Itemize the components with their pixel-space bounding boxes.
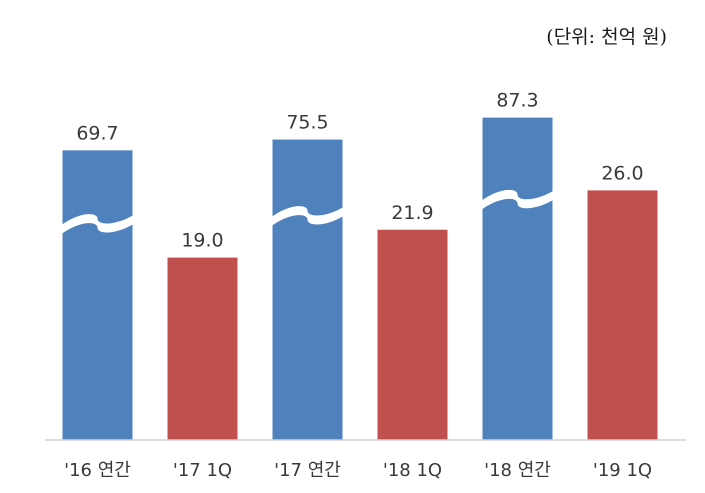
category-label-6: '19 1Q xyxy=(593,460,652,481)
category-label-5: '18 연간 xyxy=(484,460,551,481)
category-label-1: '16 연간 xyxy=(64,460,131,481)
data-label-6: 26.0 xyxy=(601,162,643,184)
data-label-5: 87.3 xyxy=(496,90,538,112)
axis-break-mark-3 xyxy=(270,206,345,227)
unit-label: (단위: 천억 원) xyxy=(546,26,667,48)
bar-5 xyxy=(482,117,553,440)
category-label-3: '17 연간 xyxy=(274,460,341,481)
bar-1 xyxy=(62,150,133,440)
category-label-2: '17 1Q xyxy=(173,460,232,481)
bar-3 xyxy=(272,139,343,440)
bar-4 xyxy=(377,229,448,440)
bar-6 xyxy=(587,190,658,440)
data-label-1: 69.7 xyxy=(76,122,118,144)
data-label-3: 75.5 xyxy=(286,112,328,134)
data-label-4: 21.9 xyxy=(391,202,433,224)
category-label-4: '18 1Q xyxy=(383,460,442,481)
axis-break-mark-5 xyxy=(480,189,555,211)
data-label-2: 19.0 xyxy=(181,230,223,252)
bar-2 xyxy=(167,257,238,440)
axis-break-mark-1 xyxy=(60,214,135,235)
bars-group: 69.7 '16 연간 19.0 '17 1Q 75.5 '17 연간 21.9 '18 1Q… xyxy=(60,90,658,481)
